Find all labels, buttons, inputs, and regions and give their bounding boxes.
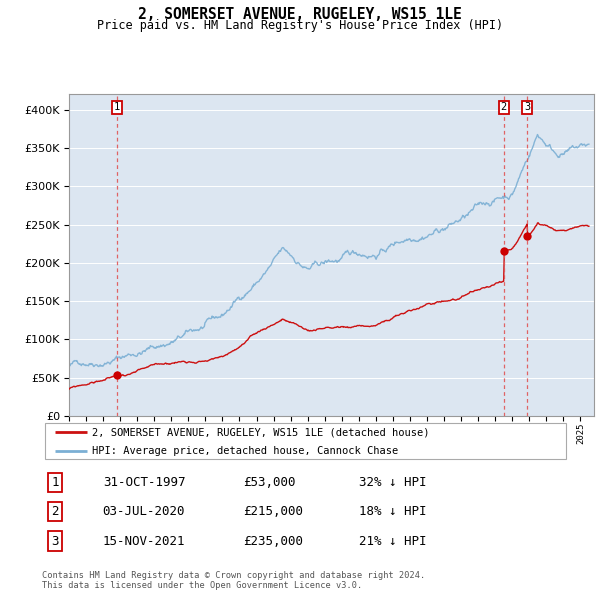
Text: 21% ↓ HPI: 21% ↓ HPI — [359, 535, 426, 548]
Text: 15-NOV-2021: 15-NOV-2021 — [103, 535, 185, 548]
Text: 32% ↓ HPI: 32% ↓ HPI — [359, 476, 426, 489]
Text: 2, SOMERSET AVENUE, RUGELEY, WS15 1LE (detached house): 2, SOMERSET AVENUE, RUGELEY, WS15 1LE (d… — [92, 427, 430, 437]
FancyBboxPatch shape — [44, 423, 566, 460]
Text: 3: 3 — [52, 535, 59, 548]
Text: £215,000: £215,000 — [242, 505, 302, 519]
Text: Contains HM Land Registry data © Crown copyright and database right 2024.: Contains HM Land Registry data © Crown c… — [42, 571, 425, 579]
Text: 1: 1 — [114, 103, 121, 113]
Text: £235,000: £235,000 — [242, 535, 302, 548]
Text: 2: 2 — [52, 505, 59, 519]
Text: £53,000: £53,000 — [242, 476, 295, 489]
Text: 18% ↓ HPI: 18% ↓ HPI — [359, 505, 426, 519]
Text: 2: 2 — [500, 103, 507, 113]
Text: 03-JUL-2020: 03-JUL-2020 — [103, 505, 185, 519]
Text: 31-OCT-1997: 31-OCT-1997 — [103, 476, 185, 489]
Text: 3: 3 — [524, 103, 530, 113]
Text: This data is licensed under the Open Government Licence v3.0.: This data is licensed under the Open Gov… — [42, 581, 362, 589]
Text: 1: 1 — [52, 476, 59, 489]
Text: HPI: Average price, detached house, Cannock Chase: HPI: Average price, detached house, Cann… — [92, 445, 398, 455]
Text: Price paid vs. HM Land Registry's House Price Index (HPI): Price paid vs. HM Land Registry's House … — [97, 19, 503, 32]
Text: 2, SOMERSET AVENUE, RUGELEY, WS15 1LE: 2, SOMERSET AVENUE, RUGELEY, WS15 1LE — [138, 7, 462, 22]
